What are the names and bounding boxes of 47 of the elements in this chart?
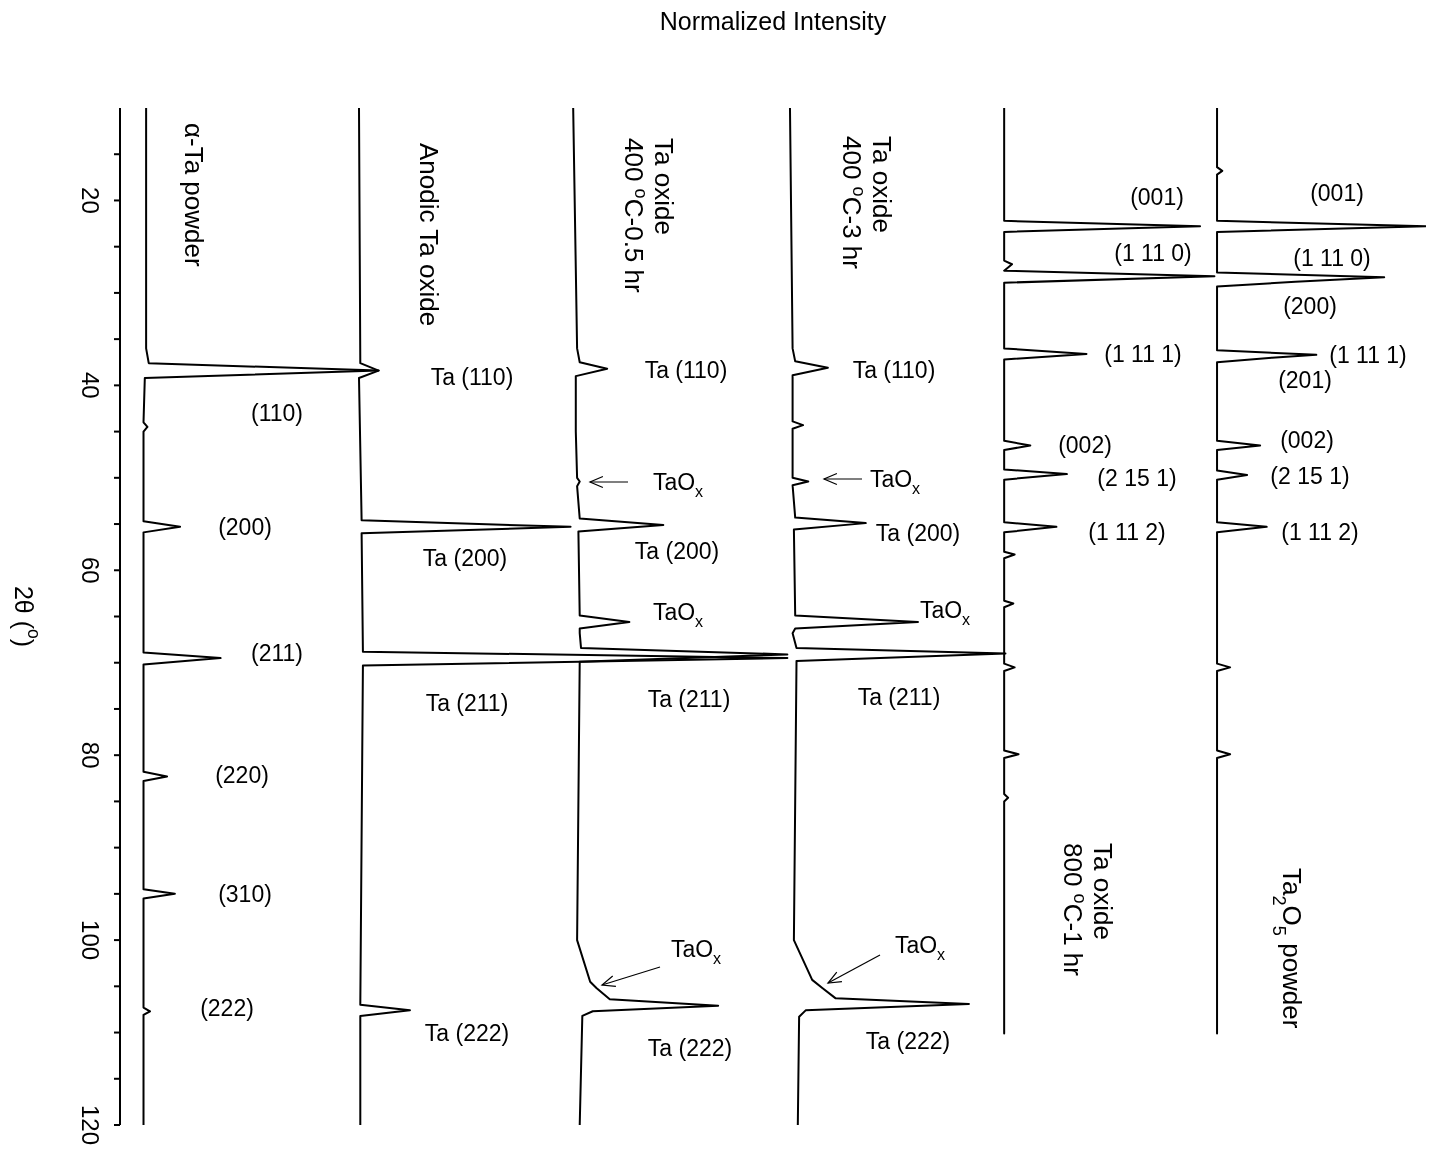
annotation: (1 11 0) xyxy=(1293,245,1371,271)
annotation: (1 11 1) xyxy=(1104,341,1182,367)
annotation: Ta (222) xyxy=(865,1028,951,1054)
annotation: (1 11 2) xyxy=(1088,519,1166,545)
annotation: (211) xyxy=(251,640,303,666)
annotation: TaO$_{x}$ xyxy=(652,599,704,630)
annotation: Ta (211) xyxy=(425,690,509,716)
annotation: (2 15 1) xyxy=(1270,463,1350,489)
text: Anodic Ta oxide xyxy=(414,143,444,327)
annotation: (1 11 1) xyxy=(1329,342,1407,368)
annotation: Ta (211) xyxy=(857,684,941,710)
y-tick-label: 80 xyxy=(76,741,104,769)
annotation: Ta (110) xyxy=(852,357,936,383)
y-tick-label: 120 xyxy=(76,1104,104,1146)
annotation: Ta (110) xyxy=(430,364,514,390)
annotation: (001) xyxy=(1310,180,1364,206)
y-tick-label: 40 xyxy=(76,372,104,399)
annotation: Ta (222) xyxy=(424,1020,510,1046)
annotation: (201) xyxy=(1278,367,1332,393)
text: α-Ta powder xyxy=(179,123,209,267)
annotation: (1 11 0) xyxy=(1114,240,1192,266)
annotation: (110) xyxy=(251,400,303,426)
annotation: TaO$_{x}$ xyxy=(652,469,704,500)
x-axis-title: Normalized Intensity xyxy=(659,7,887,35)
annotation: (220) xyxy=(215,762,269,788)
annotation: (200) xyxy=(218,514,272,540)
y-tick-label: 100 xyxy=(76,920,104,961)
annotation: (002) xyxy=(1058,432,1112,458)
annotation: (1 11 2) xyxy=(1281,519,1359,545)
annotation: (222) xyxy=(200,995,254,1021)
annotation: Ta (222) xyxy=(647,1035,733,1061)
y-tick-label: 60 xyxy=(76,556,104,584)
annotation: (001) xyxy=(1130,184,1184,210)
annotation: (200) xyxy=(1283,293,1337,319)
annotation: TaO$_{x}$ xyxy=(919,597,971,628)
annotation: (2 15 1) xyxy=(1097,465,1177,491)
annotation: Ta (211) xyxy=(647,686,731,712)
annotation: Ta (200) xyxy=(422,545,508,571)
annotation: (002) xyxy=(1280,427,1334,453)
y-tick-label: 20 xyxy=(76,187,104,214)
annotation: TaO$_{x}$ xyxy=(869,466,921,497)
annotation: TaO$_{x}$ xyxy=(670,936,722,967)
annotation: (310) xyxy=(218,881,272,907)
annotation: Ta (200) xyxy=(875,520,961,546)
annotation: Ta (200) xyxy=(634,538,720,564)
annotation: Ta (110) xyxy=(644,357,728,383)
annotation: TaO$_{x}$ xyxy=(894,932,946,963)
